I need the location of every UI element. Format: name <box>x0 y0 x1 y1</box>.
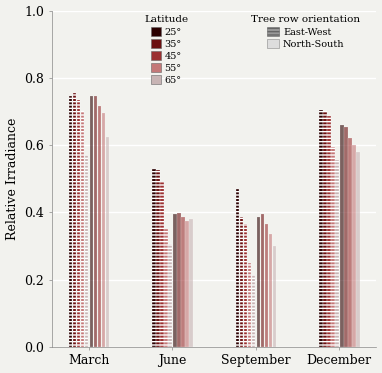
Bar <box>348 138 352 347</box>
Bar <box>98 106 102 347</box>
Bar <box>248 263 251 347</box>
Bar <box>344 126 348 347</box>
Bar <box>160 182 164 347</box>
Bar <box>273 246 277 347</box>
Y-axis label: Relative Irradiance: Relative Irradiance <box>6 117 19 240</box>
Bar <box>77 100 81 347</box>
Bar <box>73 93 76 347</box>
Bar <box>352 145 356 347</box>
Bar <box>81 112 84 347</box>
Bar <box>106 137 110 347</box>
Bar <box>189 219 193 347</box>
Bar <box>102 113 105 347</box>
Bar <box>261 214 264 347</box>
Bar <box>90 96 94 347</box>
Bar <box>244 224 247 347</box>
Bar <box>257 217 261 347</box>
Bar <box>164 229 168 347</box>
Bar <box>173 214 177 347</box>
Bar <box>181 217 185 347</box>
Bar <box>319 110 323 347</box>
Bar <box>156 170 160 347</box>
Bar <box>185 221 189 347</box>
Bar <box>177 213 181 347</box>
Bar <box>252 275 255 347</box>
Bar <box>152 169 156 347</box>
Bar <box>69 96 73 347</box>
Bar <box>168 244 172 347</box>
Bar <box>85 155 89 347</box>
Bar <box>94 96 97 347</box>
Bar <box>331 147 335 347</box>
Bar <box>327 116 331 347</box>
Bar <box>335 160 339 347</box>
Bar <box>240 217 243 347</box>
Bar <box>340 125 344 347</box>
Bar <box>265 224 269 347</box>
Bar <box>236 189 240 347</box>
Bar <box>356 152 360 347</box>
Legend: East-West, North-South: East-West, North-South <box>251 15 361 48</box>
Bar <box>323 112 327 347</box>
Bar <box>269 234 272 347</box>
